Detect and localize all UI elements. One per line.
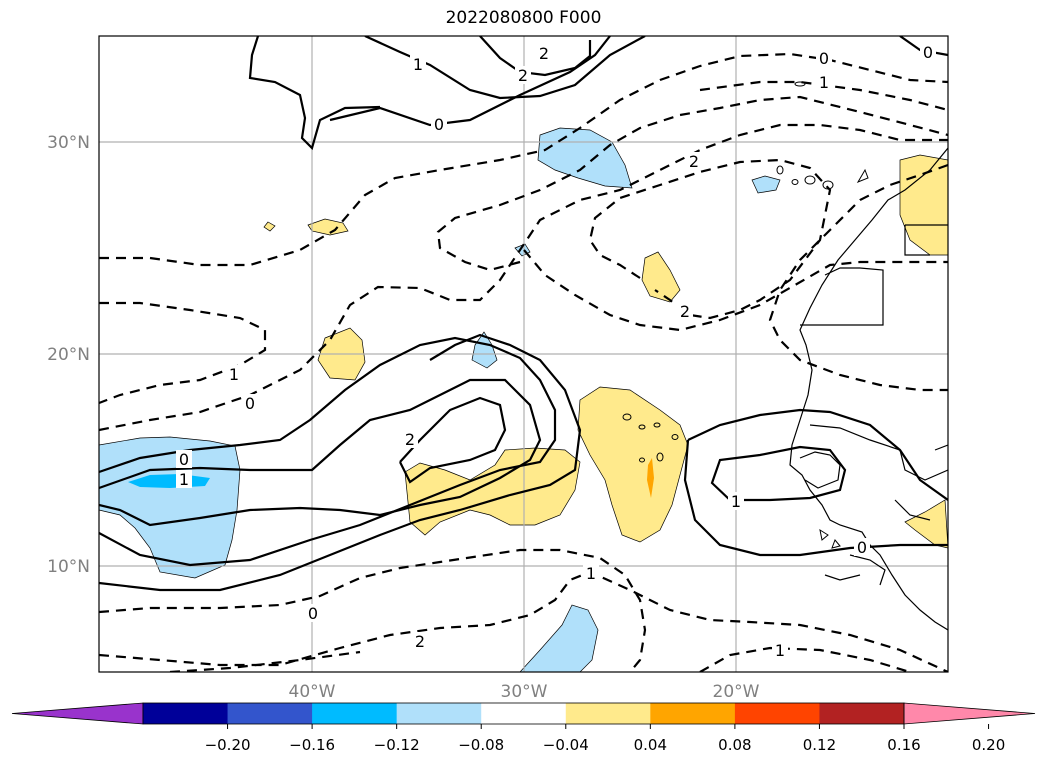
colorbar-swatch — [396, 703, 482, 724]
colorbar-swatch — [734, 703, 820, 724]
colorbar-tick-label: 0.12 — [803, 736, 836, 754]
map-title: 2022080800 F000 — [445, 8, 602, 28]
pos-core — [647, 458, 654, 498]
neg-region — [99, 436, 241, 579]
contour-label: 0 — [923, 43, 933, 62]
contour-label: 0 — [819, 49, 829, 68]
lat-labels: 30°N 20°N 10°N — [47, 133, 90, 577]
contour-label: 2 — [680, 302, 690, 321]
colorbar-tick-label: 0.16 — [887, 736, 920, 754]
lon-label: 30°W — [501, 682, 548, 702]
islands — [622, 81, 869, 549]
colorbar-swatch — [819, 703, 905, 724]
contour-label: 1 — [413, 55, 423, 74]
contour-label: 1 — [775, 641, 785, 660]
contour-label: 2 — [689, 152, 699, 171]
colorbar-swatch — [312, 703, 398, 724]
contour-label: 2 — [415, 632, 425, 651]
colorbar-tick-label: 0.20 — [972, 736, 1005, 754]
contour-labels: 2 2 1 0 0 1 2 2 0 1 0 1 2 0 1 1 0 0 1 — [176, 43, 936, 660]
contours — [99, 36, 948, 592]
colorbar-swatch — [650, 703, 736, 724]
lon-label: 40°W — [289, 682, 336, 702]
contour-label: 0 — [857, 538, 867, 557]
neg-region — [751, 175, 781, 194]
contour-label: 0 — [308, 604, 318, 623]
contour-label: 1 — [586, 564, 596, 583]
neg-region — [537, 127, 633, 189]
colorbar-extend-high — [903, 702, 1036, 725]
colorbar-extend-low — [11, 702, 144, 725]
contour-label: 2 — [405, 430, 415, 449]
colorbar-frame — [142, 702, 905, 725]
colorbar-tick-label: −0.20 — [205, 736, 251, 754]
lat-label: 10°N — [47, 557, 90, 577]
contour-label: 0 — [179, 450, 189, 469]
pos-region — [263, 221, 276, 232]
colorbar-swatch — [565, 703, 651, 724]
contour-label: 2 — [518, 66, 528, 85]
contour-label: 1 — [179, 470, 189, 489]
colorbar-swatch — [143, 703, 229, 724]
pos-region — [904, 499, 948, 549]
contour-label: 2 — [539, 44, 549, 63]
colorbar-tick-label: −0.12 — [374, 736, 420, 754]
pos-region — [577, 386, 689, 543]
colorbar-tick-label: −0.04 — [543, 736, 589, 754]
lat-label: 20°N — [47, 345, 90, 365]
pos-region — [899, 154, 948, 256]
contour-label: 1 — [731, 492, 741, 511]
colorbar-tick-label: −0.08 — [458, 736, 504, 754]
colorbar: −0.20 −0.16 −0.12 −0.08 −0.04 0.04 0.08 0.12 0.1… — [11, 702, 1036, 754]
contour-label: 0 — [434, 115, 444, 134]
neg-region — [471, 331, 498, 369]
lon-labels: 40°W 30°W 20°W — [289, 682, 760, 702]
contour-label: 1 — [819, 73, 829, 92]
colorbar-tick-label: 0.04 — [634, 736, 667, 754]
colorbar-tick-label: 0.08 — [718, 736, 751, 754]
lat-label: 30°N — [47, 133, 90, 153]
lon-label: 20°W — [713, 682, 760, 702]
gridlines — [99, 36, 948, 672]
contour-label: 1 — [229, 365, 239, 384]
pos-region — [641, 251, 681, 303]
colorbar-swatch — [227, 703, 313, 724]
pos-region — [404, 447, 581, 536]
map-frame — [98, 35, 949, 673]
contour-label: 0 — [245, 394, 255, 413]
colorbar-swatch — [481, 703, 567, 724]
colorbar-tick-label: −0.16 — [289, 736, 335, 754]
neg-region — [519, 604, 599, 672]
